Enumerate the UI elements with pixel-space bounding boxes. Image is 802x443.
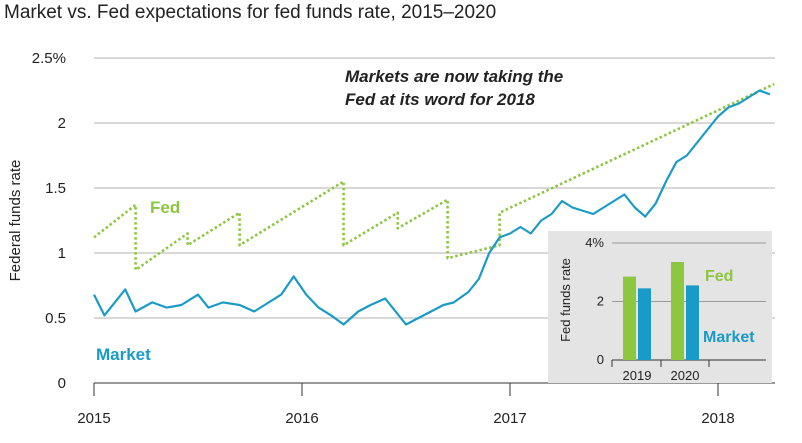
inset-x-tick-label: 2019	[623, 368, 652, 383]
fed-series-label: Fed	[150, 198, 180, 217]
market-series-line	[93, 89, 771, 326]
inset-fed-bar	[623, 276, 636, 360]
x-tick-label: 2015	[77, 410, 110, 427]
market-series-label: Market	[96, 345, 151, 364]
annotation-line: Fed at its word for 2018	[345, 90, 535, 109]
y-tick-label: 0	[58, 375, 66, 392]
y-tick-label: 1	[58, 245, 66, 262]
y-tick-label: 1.5	[45, 180, 66, 197]
inset-fed-bar	[671, 262, 684, 360]
x-tick-label: 2017	[493, 410, 526, 427]
inset-y-tick-label: 4%	[585, 235, 604, 250]
y-axis-label: Federal funds rate	[7, 160, 24, 282]
inset-y-axis-label: Fed funds rate	[558, 258, 573, 342]
inset-y-tick-label: 2	[597, 294, 604, 309]
inset-x-tick-label: 2020	[671, 368, 700, 383]
y-tick-label: 2	[58, 115, 66, 132]
inset-market-bar	[686, 285, 699, 360]
inset-market-bar	[638, 288, 651, 360]
chart-title: Market vs. Fed expectations for fed fund…	[4, 2, 497, 23]
y-tick-label: 2.5%	[32, 50, 66, 67]
x-tick-label: 2018	[701, 410, 734, 427]
x-tick-label: 2016	[285, 410, 318, 427]
inset-market-label: Market	[703, 329, 755, 346]
inset-fed-label: Fed	[705, 268, 733, 285]
inset-y-tick-label: 0	[597, 352, 604, 367]
y-tick-label: 0.5	[45, 310, 66, 327]
fed-series-line	[93, 82, 775, 272]
annotation-line: Markets are now taking the	[345, 67, 563, 86]
inset-background	[548, 231, 772, 383]
